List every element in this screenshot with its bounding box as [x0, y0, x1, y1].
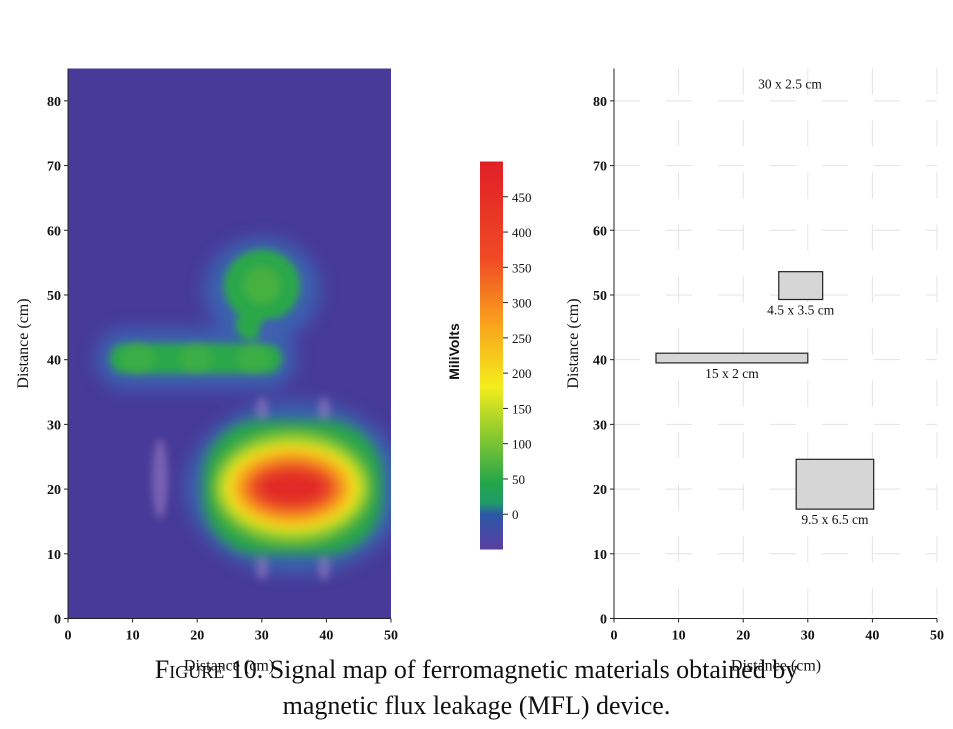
colorbar: 0 50 100 150 200 250 300 350 400 450 MiliVolts [446, 161, 532, 550]
colorbar-gradient [480, 161, 503, 550]
defect-map-y-tick-label: 80 [593, 95, 607, 110]
heatmap-y-tick-label: 70 [47, 160, 61, 175]
defect-rect-0 [778, 271, 824, 301]
colorbar-tick-label: 450 [512, 190, 532, 205]
defect-map-panel: 0 10 20 30 40 50 0 10 20 30 40 50 60 70 80 4.5 x 3.5 c… [565, 68, 944, 675]
defect-map-x-tick-label: 50 [930, 629, 944, 644]
heat-blob-lower [203, 420, 383, 555]
defect-map-x-tick-label: 40 [865, 629, 879, 644]
heatmap-y-tick-label: 80 [47, 95, 61, 110]
heat-blob-upper [224, 249, 300, 341]
defect-map-y-axis-label: Distance (cm) [565, 298, 582, 388]
defect-map-y-tick-label: 30 [593, 418, 607, 433]
heatmap-y-tick-label: 20 [47, 483, 61, 498]
defect-label-0: 4.5 x 3.5 cm [767, 303, 835, 318]
defect-map-x-tick-label: 0 [611, 629, 618, 644]
defect-label-1: 15 x 2 cm [705, 366, 759, 381]
heatmap-y-tick-label: 50 [47, 289, 61, 304]
heatmap-x-tick-label: 40 [319, 629, 333, 644]
caption-text-line2: magnetic flux leakage (MFL) device. [282, 691, 671, 720]
colorbar-tick-label: 100 [512, 437, 532, 452]
heatmap-x-tick-label: 30 [255, 629, 269, 644]
annotation-30x2-5: 30 x 2.5 cm [758, 77, 822, 92]
colorbar-tick-label: 200 [512, 366, 532, 381]
defect-map-grid [614, 68, 938, 619]
defect-map-y-tick-label: 50 [593, 289, 607, 304]
defect-label-2: 9.5 x 6.5 cm [801, 512, 869, 527]
defect-map-y-tick-label: 70 [593, 160, 607, 175]
heatmap-x-tick-label: 10 [126, 629, 140, 644]
colorbar-tick-label: 300 [512, 296, 532, 311]
colorbar-tick-label: 350 [512, 260, 532, 275]
colorbar-tick-label: 50 [512, 472, 525, 487]
defect-map-x-axis-label: Distance (cm) [731, 658, 821, 675]
heatmap-x-tick-label: 0 [65, 629, 72, 644]
defect-map-y-tick-label: 60 [593, 224, 607, 239]
heatmap-panel: 0 10 20 30 40 50 0 10 20 30 40 50 60 70 80 Distance (c… [15, 68, 398, 675]
colorbar-label: MiliVolts [446, 323, 462, 380]
defect-map-y-tick-label: 10 [593, 548, 607, 563]
heatmap-x-tick-label: 20 [190, 629, 204, 644]
defect-map-x-tick-label: 30 [801, 629, 815, 644]
heatmap-x-axis-label: Distance (cm) [184, 658, 274, 675]
colorbar-tick-label: 250 [512, 331, 532, 346]
defect-rect-2 [795, 458, 875, 510]
figure-number: Figure 10. [154, 655, 264, 684]
heatmap-axes: 0 10 20 30 40 50 0 10 20 30 40 50 60 70 80 [47, 95, 398, 644]
figure-caption: Figure 10. Signal map of ferromagnetic m… [0, 652, 953, 724]
heatmap-y-tick-label: 40 [47, 354, 61, 369]
colorbar-tick-label: 150 [512, 401, 532, 416]
heatmap-y-tick-label: 30 [47, 418, 61, 433]
heatmap-x-tick-label: 50 [384, 629, 398, 644]
heatmap-y-tick-label: 0 [54, 613, 61, 628]
defect-map-x-tick-label: 20 [736, 629, 750, 644]
caption-text: Signal map of ferromagnetic materials ob… [269, 655, 799, 684]
colorbar-ticks: 0 50 100 150 200 250 300 350 400 450 [503, 190, 532, 522]
heat-bar [110, 342, 282, 375]
defect-map-y-tick-label: 20 [593, 483, 607, 498]
heatmap-y-tick-label: 10 [47, 548, 61, 563]
heatmap-y-axis-label: Distance (cm) [15, 298, 32, 388]
heatmap-y-tick-label: 60 [47, 224, 61, 239]
defect-map-y-tick-label: 0 [600, 613, 607, 628]
defect-rect-1 [655, 352, 809, 364]
defect-map-axes: 0 10 20 30 40 50 0 10 20 30 40 50 60 70 80 [593, 95, 944, 644]
colorbar-tick-label: 0 [512, 507, 519, 522]
colorbar-tick-label: 400 [512, 225, 532, 240]
defect-map-x-tick-label: 10 [672, 629, 686, 644]
defect-map-y-tick-label: 40 [593, 354, 607, 369]
defect-map-marks: 4.5 x 3.5 cm 15 x 2 cm 9.5 x 6.5 cm [655, 271, 875, 527]
